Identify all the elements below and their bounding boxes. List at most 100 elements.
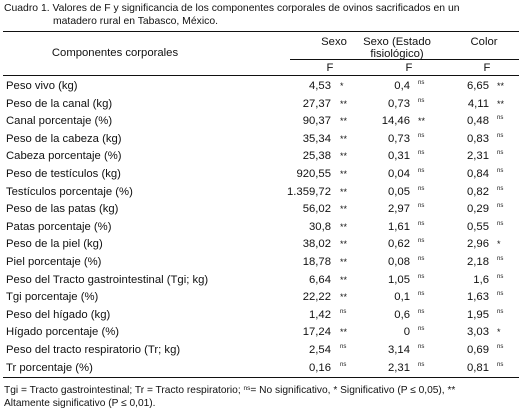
value-sexo-estado: 0,6 [394,308,410,321]
sig-sexo-estado: ns [418,256,425,262]
header-color: Color [470,36,498,48]
table-row: Peso vivo (kg) 4,53 * 0,4 ns 6,65 ** [0,77,522,95]
value-color: 0,48 [467,115,489,128]
table-row: Cabeza porcentaje (%) 25,38 ** 0,31 ns 2,31 ns [0,147,522,165]
value-sexo: 22,22 [302,291,331,304]
value-sexo: 18,78 [302,256,331,268]
table-row: Tgi porcentaje (%) 22,22 ** 0,1 ns 1,63 ns [0,288,522,306]
sig-color: ns [497,308,504,315]
value-sexo-estado: 0,04 [388,168,410,180]
value-color: 2,31 [467,150,489,163]
value-sexo-estado: 3,14 [388,344,410,356]
sig-color: ns [497,361,504,368]
sig-sexo: ** [340,133,348,144]
row-label: Peso de la cabeza (kg) [6,132,122,145]
sig-sexo: ** [340,98,348,109]
row-label: Peso de testículos (kg) [6,168,121,180]
sig-color: ns [497,115,504,122]
sig-sexo: ** [340,151,348,162]
row-label: Peso del tracto respiratorio (Tr; kg) [6,344,181,356]
footnote-part-2: = No significativo, * Significativo (P ≤… [250,385,456,396]
table-row: Peso del tracto respiratorio (Tr; kg) 2,5… [0,341,522,359]
value-sexo: 1.359,72 [287,185,331,198]
sig-sexo: ** [340,221,348,232]
sig-color: ns [497,132,504,139]
row-label: Peso del Tracto gastrointestinal (Tgi; k… [6,273,209,286]
value-sexo-estado: 14,46 [381,115,410,128]
row-label: Hígado porcentaje (%) [6,326,120,339]
value-color: 1,6 [473,273,489,286]
table-row: Peso de testículos (kg) 920,55 ** 0,04 ns 0,8… [0,165,522,183]
value-color: 0,55 [467,220,489,233]
value-sexo: 90,37 [302,115,331,128]
table-row: Canal porcentaje (%) 90,37 ** 14,46 ** 0,48 ns [0,112,522,130]
sig-sexo-estado: ** [418,116,426,127]
value-color: 4,11 [467,97,489,110]
value-sexo-estado: 1,05 [388,273,410,286]
sig-sexo-estado: ns [418,291,425,298]
table-row: Testículos porcentaje (%) 1.359,72 ** 0,05 n… [0,183,522,201]
sig-color: ns [497,344,504,350]
row-label: Cabeza porcentaje (%) [6,150,122,163]
value-sexo-estado: 0,05 [388,185,410,198]
sig-sexo-estado: ns [418,220,425,227]
value-sexo: 38,02 [302,238,331,251]
sig-sexo: * [340,81,344,91]
sig-color: ns [497,168,504,174]
table-footnote: Tgi = Tracto gastrointestinal; Tr = Trac… [4,382,520,410]
sig-sexo-estado: ns [418,361,425,368]
caption-line-1: Cuadro 1. Valores de F y significancia d… [4,3,460,14]
table-row: Peso del Tracto gastrointestinal (Tgi; k… [0,271,522,289]
value-sexo: 0,16 [309,361,331,374]
row-label: Tgi porcentaje (%) [6,291,99,304]
value-color: 0,82 [467,185,489,198]
row-label: Tr porcentaje (%) [6,361,93,374]
value-sexo: 25,38 [302,150,331,163]
sig-color: ** [497,81,505,91]
row-label: Patas porcentaje (%) [6,220,112,233]
sig-sexo: ** [340,292,348,303]
sig-sexo-estado: ns [418,203,425,210]
sig-sexo-estado: ns [418,80,425,86]
sig-sexo-estado: ns [418,185,425,192]
table-row: Peso de la canal (kg) 27,37 ** 0,73 ns 4,11 ** [0,95,522,113]
value-color: 0,83 [467,132,489,145]
value-sexo-estado: 0,4 [394,80,410,92]
table-row: Peso de las patas (kg) 56,02 ** 2,97 ns 0,29 n… [0,200,522,218]
row-label: Peso de las patas (kg) [6,203,119,216]
sig-sexo: ** [340,204,348,215]
table-row: Peso de la cabeza (kg) 35,34 ** 0,73 ns 0,83 n… [0,130,522,148]
value-color: 0,81 [467,361,489,374]
sig-sexo: ** [340,116,348,127]
header-underline-sexo-estado [370,59,450,60]
table-caption: Cuadro 1. Valores de F y significancia d… [4,2,518,28]
value-color: 2,96 [467,238,489,251]
sig-sexo-estado: ns [418,238,425,245]
sig-sexo: ** [340,169,348,179]
sig-color: ns [497,256,504,262]
footnote-line-2: Altamente significativo (P ≤ 0,01). [4,398,156,409]
value-color: 2,18 [467,256,489,268]
table-row: Peso del hígado (kg) 1,42 ns 0,6 ns 1,95 ns [0,306,522,324]
value-sexo: 2,54 [309,344,331,356]
header-sexo-estado: Sexo (Estado fisiológico) [337,36,457,60]
value-sexo: 6,64 [309,273,331,286]
header-sexo: Sexo [321,36,347,48]
sig-sexo-estado: ns [418,97,425,104]
sig-color: * [497,327,501,338]
value-sexo: 4,53 [309,80,331,92]
sig-sexo: ns [340,361,347,368]
footnote-part-1: Tgi = Tracto gastrointestinal; Tr = Trac… [4,385,244,396]
value-sexo-estado: 0,1 [394,291,410,304]
sig-sexo: ns [340,308,347,315]
value-sexo: 35,34 [302,132,331,145]
value-sexo-estado: 0,62 [388,238,410,251]
sig-sexo-estado: ns [418,150,425,157]
sig-sexo: ns [340,344,347,350]
header-rule [3,75,519,76]
bottom-rule [3,377,519,379]
table-row: Hígado porcentaje (%) 17,24 ** 0 ns 3,03 * [0,323,522,341]
value-color: 1,63 [467,291,489,304]
caption-line-2: matadero rural en Tabasco, México. [53,16,218,27]
value-color: 3,03 [467,326,489,339]
